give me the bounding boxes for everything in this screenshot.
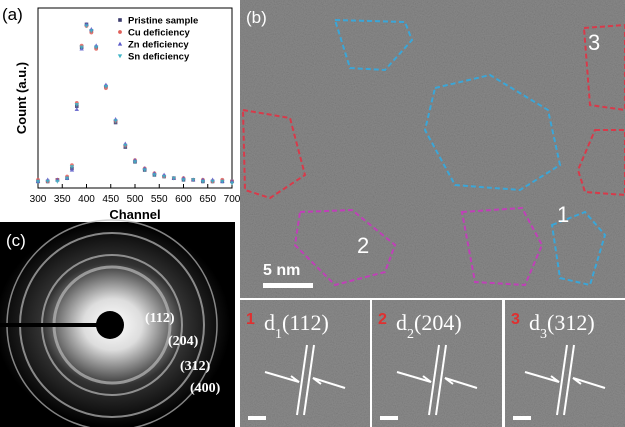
- inset-index: 3: [511, 311, 520, 328]
- x-tick-label: 550: [151, 194, 168, 205]
- inset-plane: (312): [547, 310, 595, 335]
- legend-label: Sn deficiency: [128, 52, 190, 63]
- inset-sub: 1: [275, 327, 282, 342]
- figure: (b) 1 2 3 5 nm (c) (112) (204) (312) (40…: [0, 0, 625, 427]
- x-tick-label: 700: [224, 194, 241, 205]
- y-axis-label: Count (a.u.): [14, 62, 29, 134]
- legend-label: Cu deficiency: [128, 28, 190, 39]
- x-tick-label: 650: [199, 194, 216, 205]
- scale-bar: [380, 416, 398, 420]
- x-tick-label: 600: [175, 194, 192, 205]
- inset-letter: d: [529, 310, 540, 335]
- inset-sub: 3: [540, 327, 547, 342]
- legend-label: Zn deficiency: [128, 40, 189, 51]
- x-tick-label: 500: [127, 194, 144, 205]
- saed-panel: (c) (112) (204) (312) (400): [0, 220, 235, 427]
- chart: (a) Channel Count (a.u.) 300 350 400 450 500…: [2, 5, 241, 222]
- legend-label: Pristine sample: [128, 16, 198, 27]
- inset-plane: (204): [414, 310, 462, 335]
- x-tick-label: 450: [102, 194, 119, 205]
- region-label: 3: [588, 30, 600, 55]
- inset-index: 1: [246, 311, 255, 328]
- inset-sub: 2: [407, 327, 414, 342]
- x-tick-label: 300: [30, 194, 47, 205]
- ring-label: (312): [180, 359, 211, 374]
- inset-letter: d: [396, 310, 407, 335]
- scale-bar: [263, 283, 313, 288]
- x-axis-label: Channel: [109, 207, 160, 222]
- ring-label: (400): [190, 381, 221, 396]
- hrtem-panel: (b) 1 2 3 5 nm: [240, 0, 625, 298]
- inset-plane: (112): [282, 310, 329, 335]
- hrtem-image: [240, 0, 625, 298]
- inset-index: 2: [378, 311, 387, 328]
- legend-marker: [118, 30, 122, 34]
- scale-bar-label: 5 nm: [263, 262, 300, 279]
- scale-bar: [248, 416, 266, 420]
- panel-label: (c): [6, 231, 26, 250]
- scale-bar: [513, 416, 531, 420]
- ring-label: (204): [168, 334, 199, 349]
- panel-label: (a): [2, 5, 23, 24]
- legend-marker: [118, 18, 122, 22]
- ring-label: (112): [145, 311, 175, 326]
- x-tick-label: 400: [78, 194, 95, 205]
- x-tick-label: 350: [54, 194, 71, 205]
- region-label: 2: [357, 233, 369, 258]
- inset-letter: d: [264, 310, 275, 335]
- panel-label: (b): [246, 8, 267, 27]
- region-label: 1: [557, 202, 569, 227]
